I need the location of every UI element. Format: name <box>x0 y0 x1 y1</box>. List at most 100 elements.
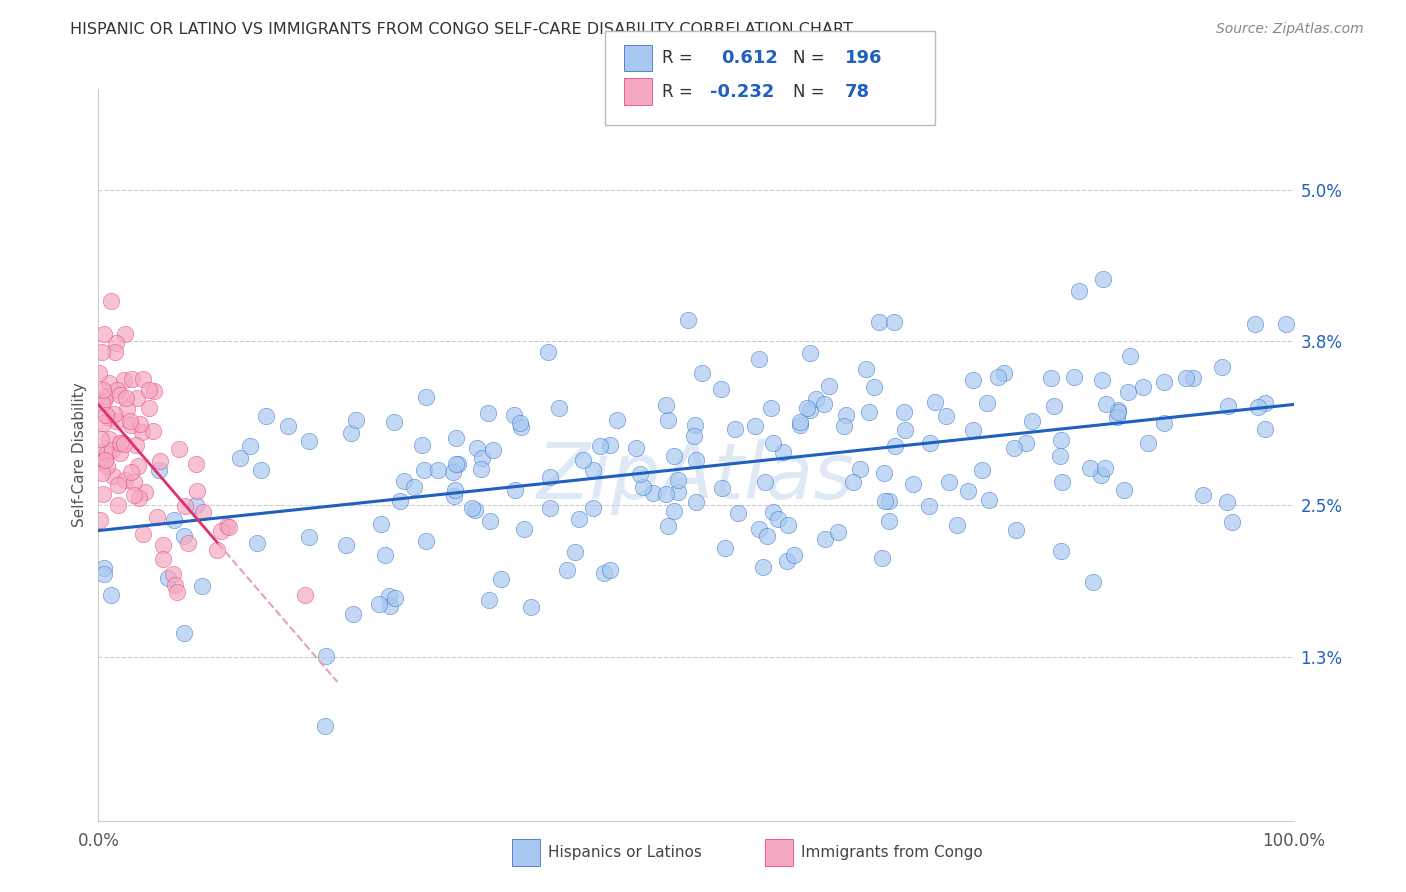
Point <box>868 315 890 329</box>
Text: Immigrants from Congo: Immigrants from Congo <box>801 846 983 860</box>
Point <box>962 373 984 387</box>
Point <box>1050 475 1073 489</box>
Point <box>804 392 827 406</box>
Point <box>682 429 704 443</box>
Point <box>509 420 531 434</box>
Point <box>657 412 679 426</box>
Point <box>1191 488 1213 502</box>
Point <box>380 599 402 613</box>
Point <box>146 509 169 524</box>
Text: 196: 196 <box>845 49 883 67</box>
Point <box>1043 399 1066 413</box>
Point <box>979 493 1001 508</box>
Point <box>298 530 321 544</box>
Point <box>863 380 886 394</box>
Point <box>935 409 957 423</box>
Point <box>446 457 468 471</box>
Point <box>143 384 166 398</box>
Point <box>548 401 571 416</box>
Point <box>215 519 238 533</box>
Point <box>748 351 770 366</box>
Point <box>112 373 135 387</box>
Point <box>776 517 799 532</box>
Point <box>384 415 406 429</box>
Point <box>96 446 118 460</box>
Point <box>118 414 141 428</box>
Point <box>384 591 406 606</box>
Point <box>148 463 170 477</box>
Point <box>513 522 536 536</box>
Point <box>683 417 706 432</box>
Point <box>87 366 110 380</box>
Point <box>938 475 960 489</box>
Point <box>335 539 357 553</box>
Point <box>101 468 124 483</box>
Text: N =: N = <box>793 83 830 101</box>
Point <box>962 423 984 437</box>
Point <box>93 327 115 342</box>
Point <box>748 523 770 537</box>
Point <box>115 401 138 416</box>
Point <box>115 391 138 405</box>
Point <box>173 529 195 543</box>
Point <box>173 625 195 640</box>
Point <box>246 536 269 550</box>
Point <box>90 455 112 469</box>
Point <box>91 383 114 397</box>
Point <box>582 463 605 477</box>
Point <box>1094 460 1116 475</box>
Point <box>799 346 821 360</box>
Point <box>142 424 165 438</box>
Point <box>138 384 160 398</box>
Point <box>692 366 714 380</box>
Point <box>664 450 686 464</box>
Point <box>766 512 789 526</box>
Point <box>368 598 391 612</box>
Point <box>799 403 821 417</box>
Point <box>314 719 336 733</box>
Point <box>875 493 897 508</box>
Point <box>104 344 127 359</box>
Point <box>1246 400 1268 414</box>
Point <box>90 432 112 446</box>
Point <box>592 566 614 581</box>
Point <box>110 446 132 460</box>
Text: Source: ZipAtlas.com: Source: ZipAtlas.com <box>1216 22 1364 37</box>
Point <box>89 513 111 527</box>
Point <box>655 487 678 501</box>
Point <box>1275 317 1298 331</box>
Point <box>104 414 127 428</box>
Text: HISPANIC OR LATINO VS IMMIGRANTS FROM CONGO SELF-CARE DISABILITY CORRELATION CHA: HISPANIC OR LATINO VS IMMIGRANTS FROM CO… <box>70 22 853 37</box>
Point <box>124 475 146 489</box>
Point <box>112 436 135 450</box>
Point <box>110 436 132 450</box>
Point <box>1174 370 1197 384</box>
Point <box>676 312 699 326</box>
Point <box>167 442 190 457</box>
Point <box>165 578 187 592</box>
Point <box>446 431 468 445</box>
Point <box>654 398 676 412</box>
Point <box>832 418 855 433</box>
Point <box>239 439 262 453</box>
Point <box>762 435 785 450</box>
Point <box>1182 371 1205 385</box>
Point <box>666 484 689 499</box>
Point <box>710 481 733 495</box>
Point <box>1218 399 1240 413</box>
Point <box>970 463 993 477</box>
Point <box>91 417 114 431</box>
Point <box>842 475 865 490</box>
Point <box>105 335 128 350</box>
Point <box>883 315 905 329</box>
Point <box>467 441 489 455</box>
Point <box>427 462 450 476</box>
Point <box>186 484 208 499</box>
Point <box>606 413 628 427</box>
Point <box>91 395 114 409</box>
Point <box>662 504 685 518</box>
Point <box>250 462 273 476</box>
Point <box>924 395 946 409</box>
Point <box>444 483 467 497</box>
Point <box>108 388 131 402</box>
